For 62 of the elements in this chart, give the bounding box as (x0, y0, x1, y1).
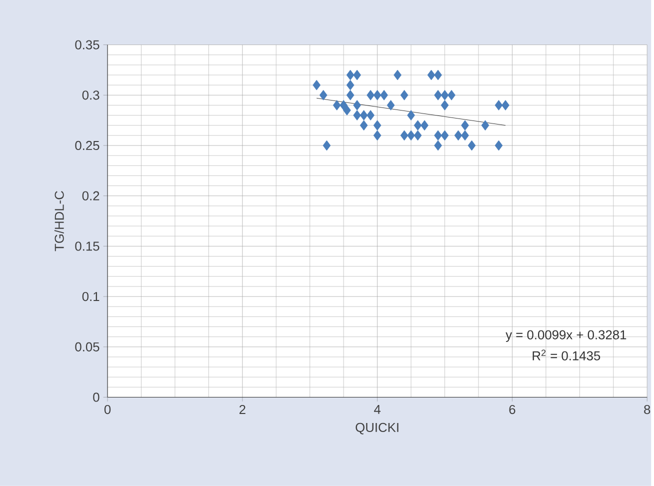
point (373, 90, 382, 100)
point (440, 130, 449, 141)
point (353, 70, 362, 80)
y-tick-label: 0.3 (82, 90, 100, 100)
point (346, 70, 354, 80)
x-tick-label: 4 (374, 405, 381, 414)
y-tick-label: 0.15 (75, 242, 100, 251)
point (461, 130, 469, 141)
point (427, 70, 436, 80)
x-tick-label: 6 (509, 405, 516, 414)
point (366, 90, 375, 100)
point (343, 105, 351, 116)
point (440, 90, 449, 100)
point (360, 110, 368, 121)
point (461, 120, 469, 131)
point (494, 140, 503, 151)
point (319, 90, 328, 100)
point (434, 140, 442, 151)
x-axis-title: QUICKI (356, 422, 398, 434)
point (360, 120, 368, 131)
point (454, 130, 462, 141)
y-tick-label: 0.1 (82, 292, 100, 302)
x-tick-label: 2 (239, 405, 246, 414)
y-tick-label: 0 (93, 392, 100, 402)
point (353, 100, 362, 110)
point (400, 90, 408, 100)
y-tick-label: 0.05 (75, 342, 100, 352)
point (346, 80, 354, 90)
point (353, 110, 362, 121)
point (366, 110, 375, 121)
point (322, 140, 331, 151)
point (400, 130, 408, 141)
point (494, 100, 503, 110)
point (420, 120, 428, 131)
point (448, 90, 456, 100)
point (346, 90, 354, 100)
annotation: R$^{2}$ = 0.1435 (532, 350, 600, 360)
point (468, 140, 476, 151)
point (481, 120, 490, 131)
point (407, 130, 415, 141)
point (373, 120, 382, 131)
point (332, 100, 341, 110)
point (386, 100, 395, 110)
point (434, 70, 442, 80)
point (434, 130, 442, 141)
point (414, 120, 422, 131)
point (373, 130, 382, 141)
point (312, 80, 321, 90)
x-tick-label: 0 (104, 405, 111, 414)
annotation: y = 0.0099x + 0.3281 (506, 330, 626, 342)
y-tick-label: 0.2 (82, 191, 100, 200)
point (414, 130, 422, 141)
point (407, 110, 415, 121)
point (394, 70, 402, 80)
x-tick-label: 8 (644, 405, 650, 414)
point (440, 100, 449, 110)
y-tick-label: 0.35 (75, 40, 100, 50)
point (380, 90, 388, 100)
point (502, 100, 510, 110)
y-tick-label: 0.25 (75, 141, 100, 150)
point (434, 90, 442, 100)
y-axis-title: TG/HDL-C (54, 191, 64, 252)
